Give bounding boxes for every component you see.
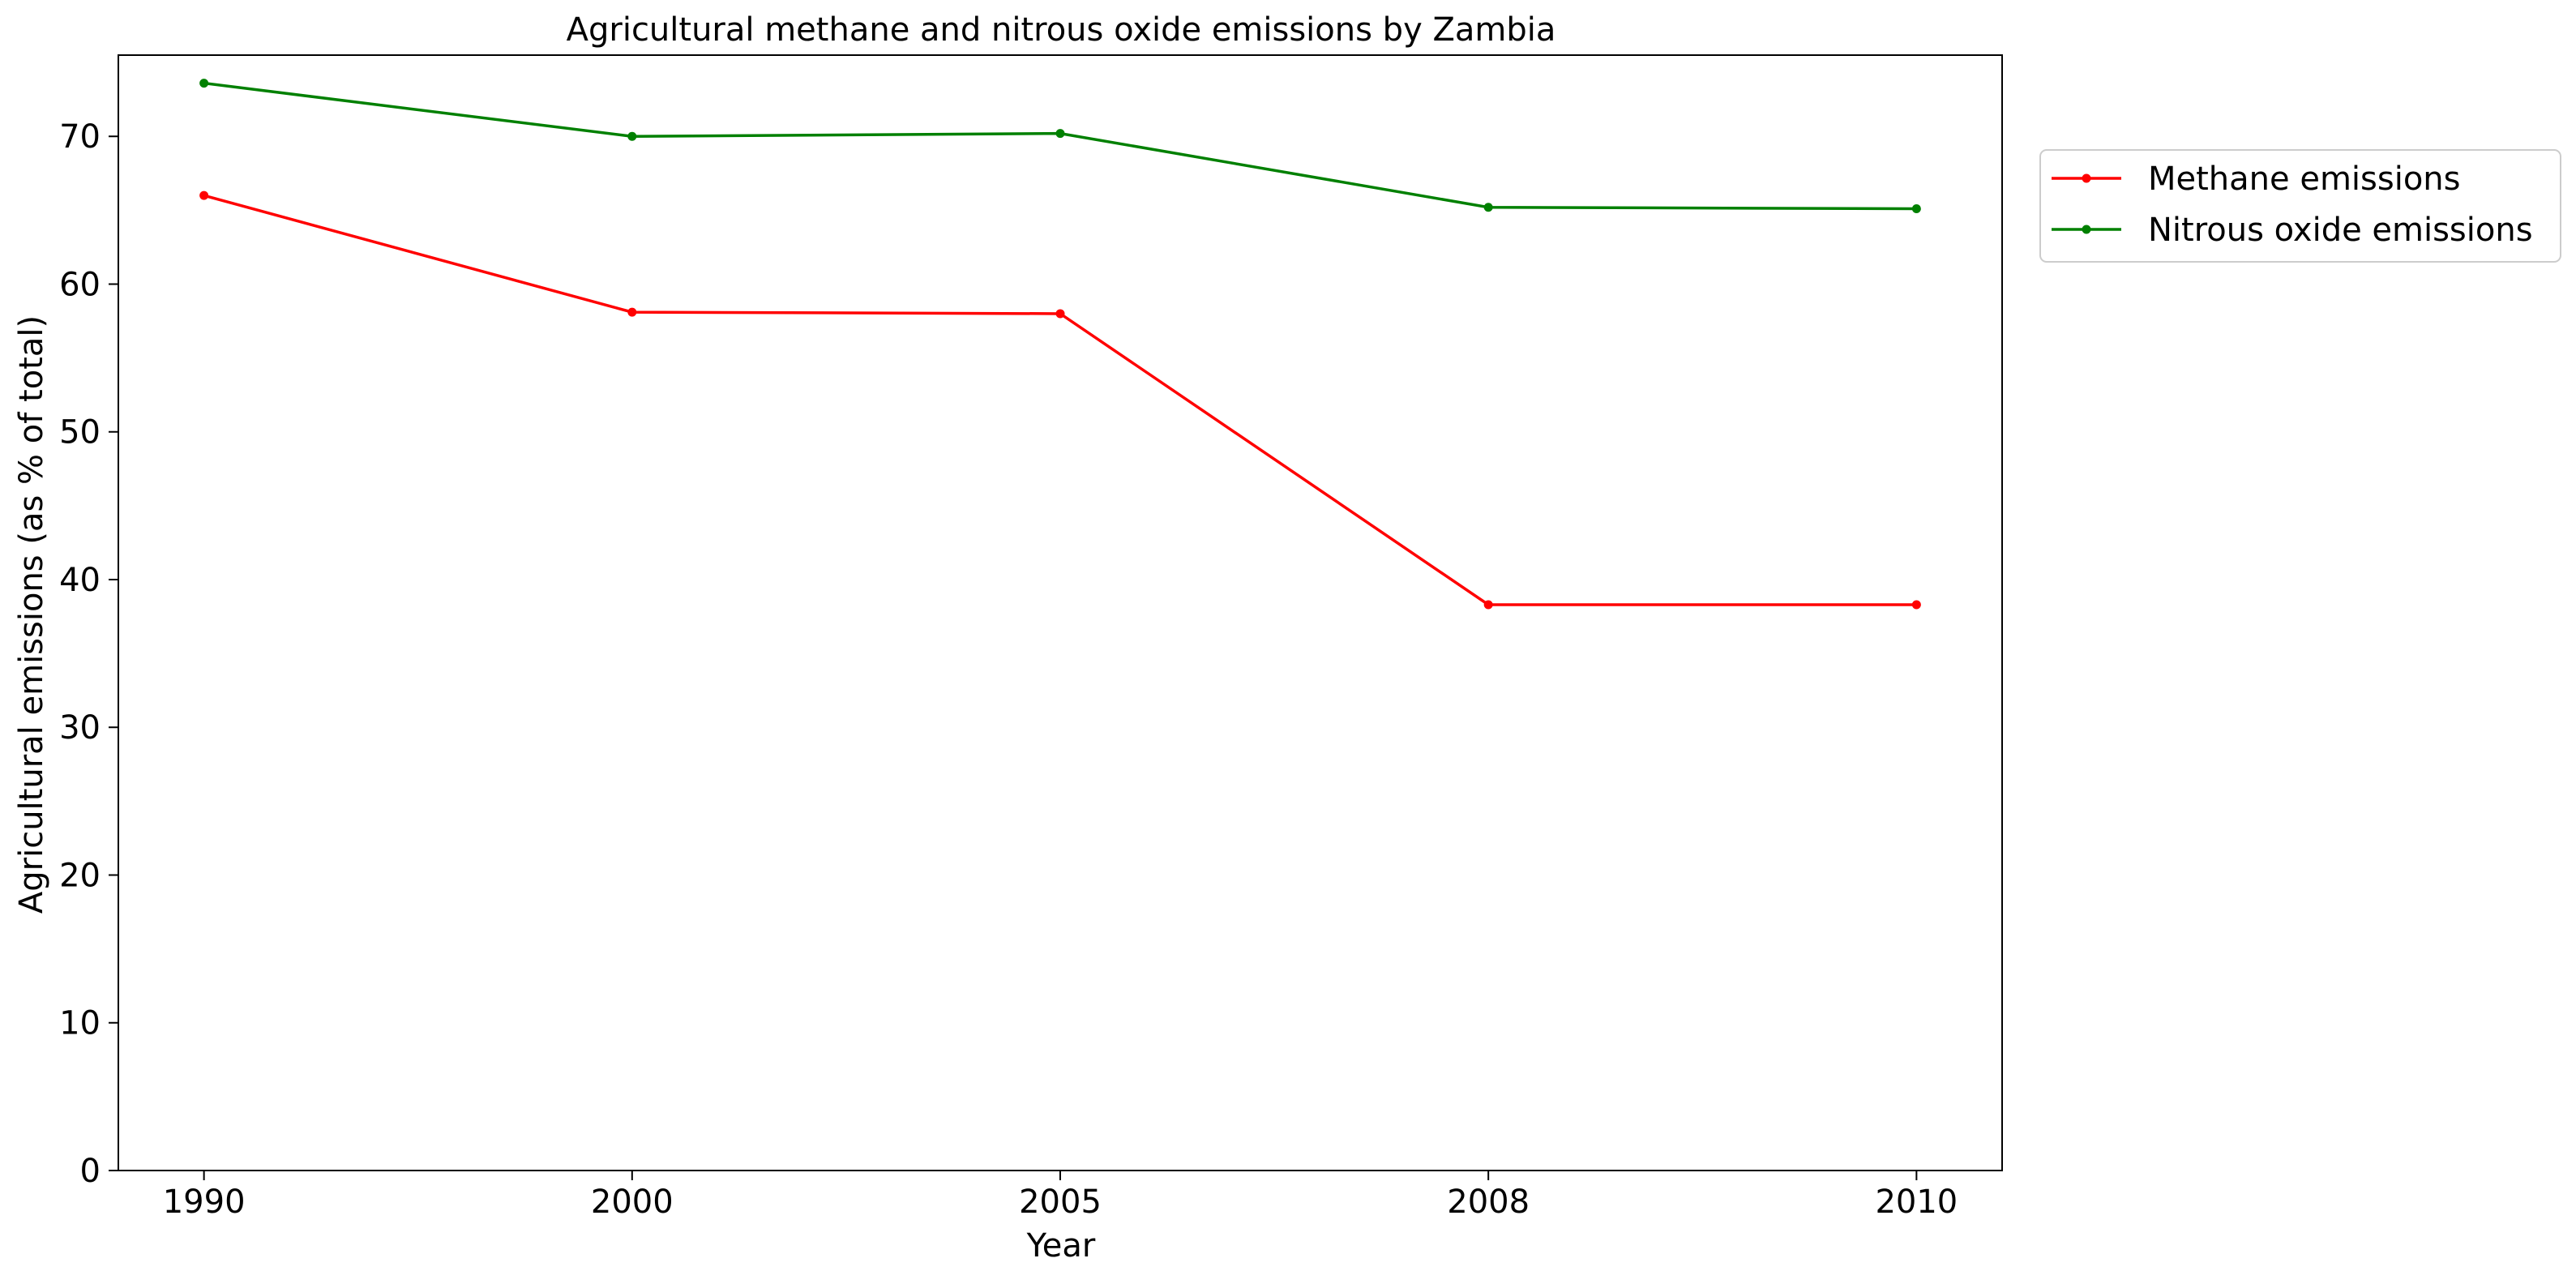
series-line-nitrous-oxide-emissions [203, 81, 1917, 211]
data-point-nitrous-oxide-emissions [199, 79, 209, 88]
y-tick-label: 50 [59, 414, 101, 452]
data-point-methane-emissions [199, 190, 209, 200]
data-point-methane-emissions [627, 307, 637, 317]
plot-area: 0 10 20 30 40 50 60 70 1990 2000 2005 2008 2010 [59, 54, 2003, 1221]
series-line-methane-emissions [203, 194, 1917, 606]
data-point-methane-emissions [1055, 309, 1065, 319]
data-point-nitrous-oxide-emissions [1911, 204, 1921, 214]
legend-marker-methane-emissions [2082, 173, 2091, 183]
chart-title: Agricultural methane and nitrous oxide e… [567, 11, 1556, 49]
legend-box [2039, 149, 2561, 263]
y-tick-label: 10 [59, 1005, 101, 1042]
x-tick-label: 2005 [1019, 1183, 1102, 1221]
data-point-nitrous-oxide-emissions [1055, 129, 1065, 139]
x-axis-label: Year [1026, 1227, 1096, 1265]
x-tick-label: 2000 [591, 1183, 674, 1221]
x-tick-label: 2010 [1875, 1183, 1958, 1221]
legend: Methane emissions Nitrous oxide emissions [2039, 149, 2561, 263]
legend-label-methane-emissions: Methane emissions [2148, 160, 2461, 198]
y-tick-label: 20 [59, 857, 101, 894]
data-point-nitrous-oxide-emissions [1483, 203, 1493, 212]
y-axis-label: Agricultural emissions (as % of total) [13, 315, 50, 914]
legend-marker-nitrous-oxide-emissions [2082, 225, 2091, 234]
x-tick-label: 2008 [1447, 1183, 1530, 1221]
data-point-methane-emissions [1911, 600, 1921, 610]
y-tick-label: 40 [59, 562, 101, 599]
plot-frame [118, 54, 2003, 1171]
y-tick-label: 0 [80, 1153, 101, 1190]
legend-label-nitrous-oxide-emissions: Nitrous oxide emissions [2148, 212, 2533, 249]
data-point-methane-emissions [1483, 600, 1493, 610]
data-point-nitrous-oxide-emissions [627, 131, 637, 141]
y-tick-label: 30 [59, 709, 101, 747]
y-tick-label: 60 [59, 266, 101, 303]
x-tick-label: 1990 [163, 1183, 246, 1221]
y-tick-label: 70 [59, 118, 101, 156]
